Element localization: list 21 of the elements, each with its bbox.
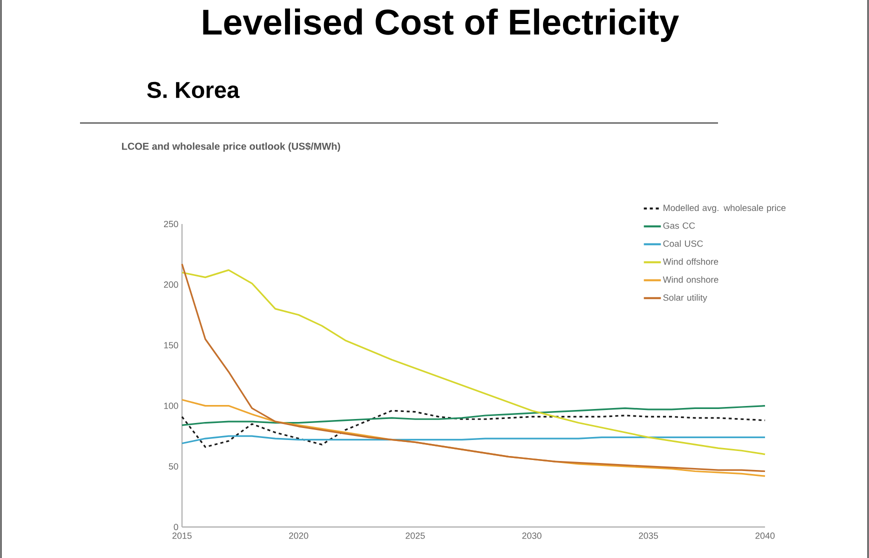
chart-subtitle: S. Korea: [147, 82, 240, 98]
legend-label: Coal USC: [663, 240, 703, 247]
y-tick-label: 250: [164, 220, 178, 228]
x-tick-label: 2030: [522, 532, 542, 539]
x-tick-label: 2035: [638, 532, 658, 539]
x-tick-label: 2020: [289, 532, 308, 539]
legend-label: Wind onshore: [662, 276, 718, 283]
y-tick-label: 100: [164, 402, 178, 409]
y-tick-label: 200: [164, 281, 178, 288]
legend-label: Wind offshore: [662, 258, 718, 265]
chart-title: Levelised Cost of Electricity: [203, 8, 679, 42]
y-tick-label: 150: [164, 342, 178, 348]
y-tick-label: 0: [174, 524, 178, 530]
legend-label: Gas CC: [663, 222, 695, 229]
legend-label: Solar utility: [663, 294, 708, 303]
legend-label: Modelled avg. wholesale price: [664, 204, 786, 213]
x-tick-label: 2015: [172, 532, 192, 539]
text: LCOE and wholesale price outlook (US$/MWh): [122, 142, 340, 152]
x-tick-label: 2040: [755, 532, 775, 539]
x-tick-label: 2025: [406, 532, 425, 539]
y-tick-label: 50: [168, 463, 178, 470]
